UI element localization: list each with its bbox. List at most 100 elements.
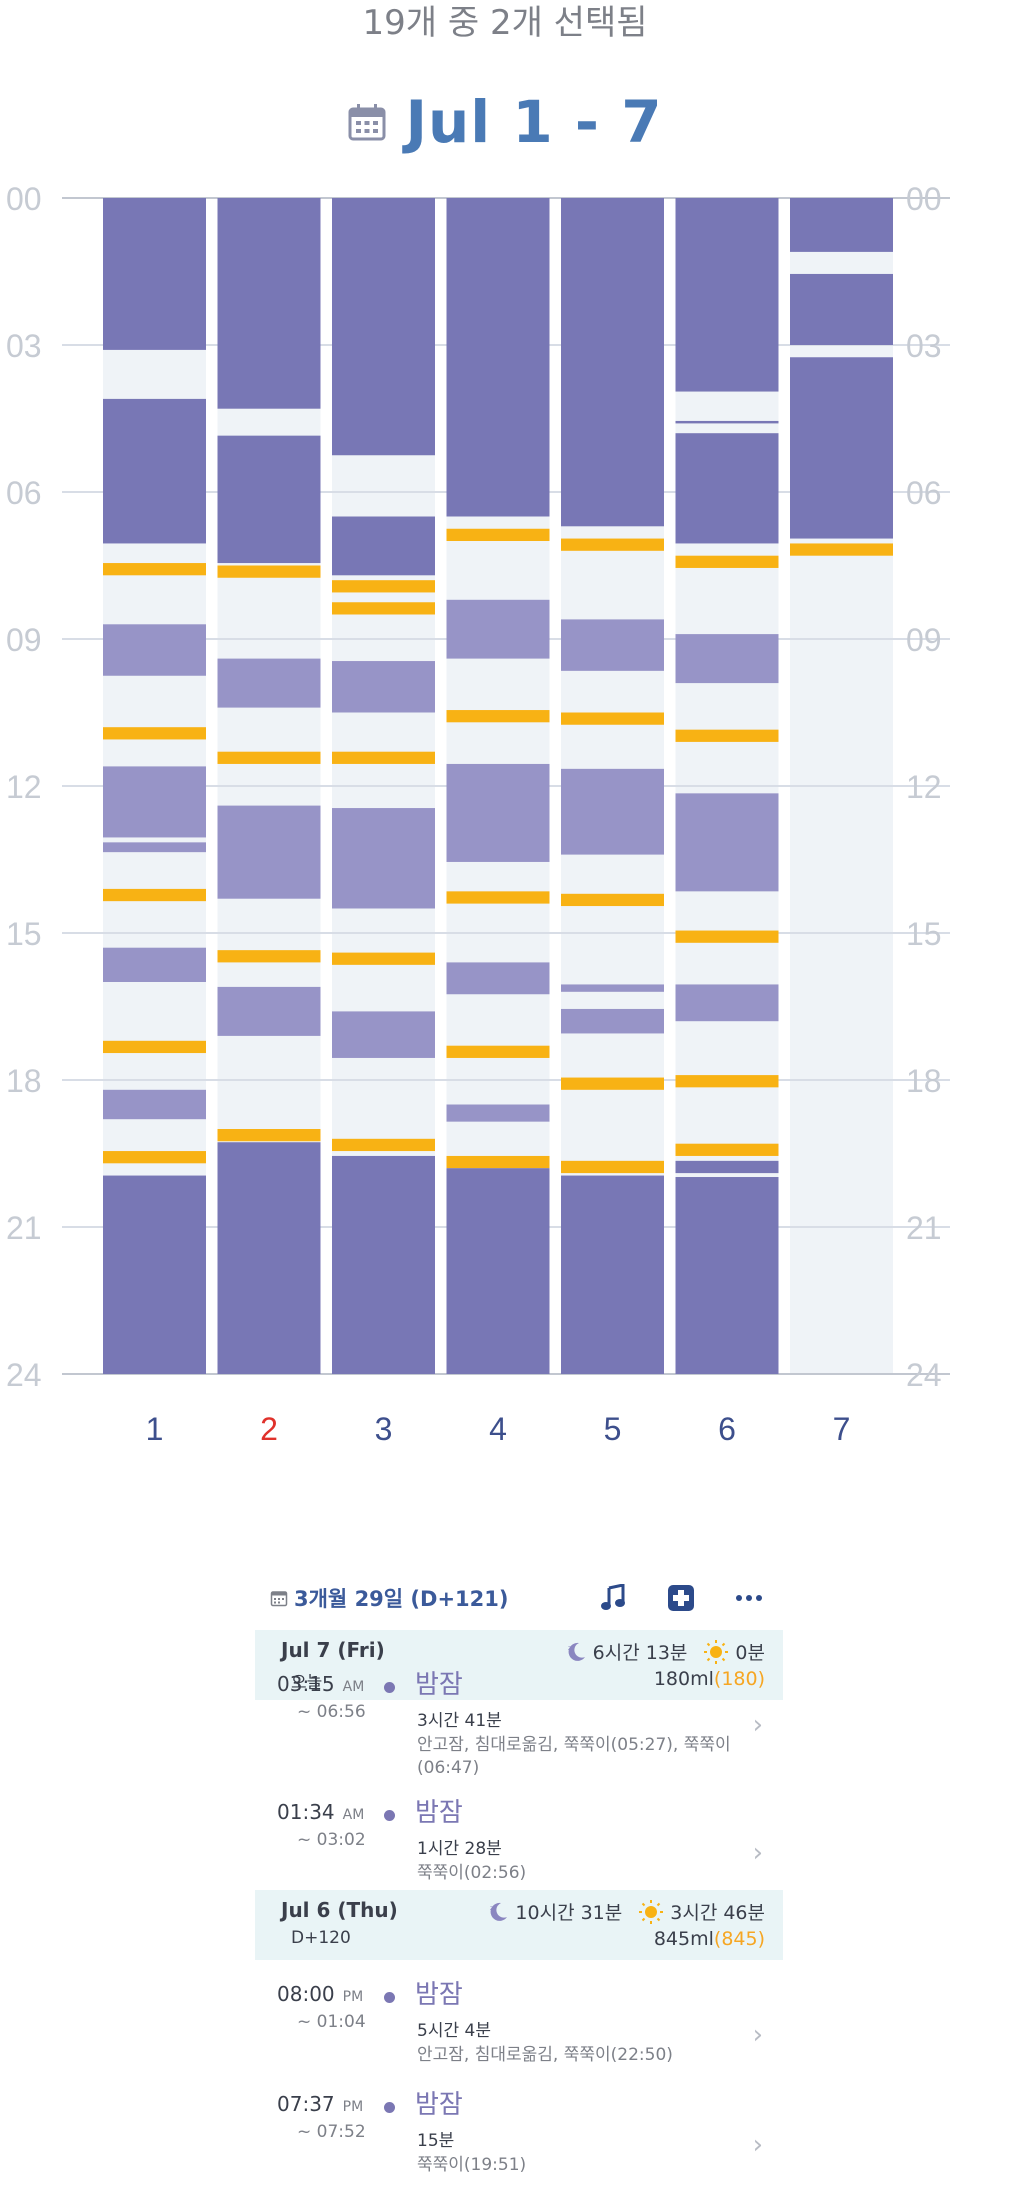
y-tick-label: 18	[6, 1063, 42, 1099]
chevron-right-icon: ›	[752, 2130, 763, 2160]
nap-segment	[446, 962, 550, 995]
sleep-segment	[332, 516, 435, 576]
feed-segment	[561, 538, 664, 551]
feed-segment	[332, 952, 435, 965]
nap-segment	[217, 658, 321, 708]
line-segment	[675, 420, 779, 424]
feed-segment	[217, 751, 321, 764]
nap-segment	[675, 634, 779, 684]
x-tick-label: 5	[604, 1411, 622, 1447]
nap-segment	[332, 808, 435, 909]
entry-dot	[384, 1992, 395, 2003]
day-stats: z 10시간 31분 3시간 46분	[487, 1898, 765, 1925]
svg-text:z: z	[490, 1905, 493, 1912]
entry-title: 밤잠	[415, 1798, 463, 1828]
y-tick-label: 06	[906, 475, 942, 511]
summary-date: 3개월 29일 (D+121)	[270, 1583, 508, 1613]
day-header[interactable]: Jul 7 (Fri) 오늘 z 6시간 13분 0분 180ml(180)	[255, 1630, 783, 1700]
entry-end-time: ~ 03:02	[297, 1830, 366, 1850]
feed-segment	[675, 1075, 779, 1088]
nap-segment	[446, 1104, 550, 1122]
chevron-right-icon: ›	[752, 1838, 763, 1868]
entry-note: 안고잠, 침대로옮김, 쭉쭉이(05:27), 쭉쭉이(06:47)	[417, 1735, 731, 1778]
moon-icon: z	[568, 1642, 585, 1661]
y-tick-label: 15	[906, 916, 942, 952]
feed-segment	[332, 602, 435, 615]
y-tick-label: 09	[906, 622, 942, 658]
feed-segment	[561, 712, 664, 725]
feed-segment	[332, 1138, 435, 1152]
feed-segment	[446, 710, 550, 723]
sleep-total: 6시간 13분	[592, 1642, 688, 1664]
entry-dot	[384, 2102, 395, 2113]
list-item[interactable]: 08:00 PM ~ 01:04 밤잠 5시간 4분 안고잠, 침대로옮김, 쭉쭉…	[255, 1980, 783, 2082]
feed-segment	[103, 888, 206, 902]
entry-end-time: ~ 01:04	[297, 2012, 366, 2032]
entry-note: 안고잠, 침대로옮김, 쭉쭉이(22:50)	[417, 2045, 673, 2065]
date-range-header[interactable]: Jul 1 - 7	[0, 82, 1010, 162]
y-tick-label: 21	[906, 1210, 942, 1246]
x-tick-label: 1	[146, 1411, 164, 1447]
sleep-segment	[103, 1175, 206, 1374]
entry-start-time: 07:37 PM	[277, 2092, 364, 2116]
nap-segment	[217, 986, 321, 1036]
entry-duration: 5시간 4분	[417, 2021, 491, 2041]
feed-segment	[103, 563, 206, 576]
sleep-segment	[217, 198, 321, 409]
feed-ml: 845ml	[653, 1928, 714, 1950]
x-tick-label: 4	[489, 1411, 507, 1447]
feed-ml: 180ml	[653, 1668, 714, 1690]
feed-segment	[675, 555, 779, 568]
moon-icon: z	[490, 1902, 508, 1921]
feed-segment	[217, 950, 321, 963]
day-header[interactable]: Jul 6 (Thu) D+120 z 10시간 31분 3시간 46분 845…	[255, 1890, 783, 1960]
nap-segment	[217, 805, 321, 899]
feed-total: 180ml(180)	[654, 1668, 765, 1690]
feed-segment	[561, 1160, 664, 1174]
summary-header: 3개월 29일 (D+121)	[270, 1575, 778, 1621]
feed-segment	[103, 1151, 206, 1164]
sleep-segment	[332, 198, 435, 456]
feed-ml-count: (845)	[713, 1928, 765, 1950]
day-title: Jul 7 (Fri)	[281, 1638, 385, 1662]
entry-start-time: 01:34 AM	[277, 1800, 365, 1824]
music-note-icon[interactable]	[598, 1583, 628, 1613]
entry-title: 밤잠	[415, 1980, 463, 2010]
day-subtitle: 오늘	[291, 1673, 323, 1693]
feed-segment	[217, 565, 321, 578]
entry-start-time: 08:00 PM	[277, 1982, 364, 2006]
feed-segment	[332, 580, 435, 593]
day-stats: z 6시간 13분 0분	[565, 1638, 765, 1665]
day-subtitle: D+120	[291, 1928, 351, 1948]
entry-dot	[384, 1682, 395, 1693]
more-options-icon[interactable]	[734, 1583, 764, 1613]
nap-segment	[561, 619, 664, 671]
y-tick-label: 24	[906, 1357, 942, 1393]
x-tick-label: 3	[375, 1411, 393, 1447]
sleep-segment	[675, 1160, 779, 1174]
sleep-segment	[446, 198, 550, 517]
day-title: Jul 6 (Thu)	[281, 1898, 398, 1922]
feed-segment	[675, 729, 779, 742]
y-tick-label: 09	[6, 622, 42, 658]
list-item[interactable]: 03:15 AM ~ 06:56 밤잠 3시간 41분 안고잠, 침대로옮김, 쭉…	[255, 1670, 783, 1782]
calendar-icon	[347, 102, 387, 142]
feed-segment	[103, 1040, 206, 1054]
entry-end-time: ~ 06:56	[297, 1702, 366, 1722]
first-aid-icon[interactable]	[666, 1583, 696, 1613]
feed-segment	[103, 727, 206, 740]
selection-status: 19개 중 2개 선택됨	[362, 3, 648, 43]
sleep-segment	[790, 357, 893, 539]
sleep-segment	[103, 398, 206, 544]
sleep-segment	[332, 1155, 435, 1374]
nap-segment	[675, 984, 779, 1022]
y-tick-label: 24	[6, 1357, 42, 1393]
list-item[interactable]: 07:37 PM ~ 07:52 밤잠 15분 쭉쭉이(19:51) ›	[255, 2090, 783, 2182]
chevron-right-icon: ›	[752, 2020, 763, 2050]
y-tick-label: 12	[906, 769, 942, 805]
list-item[interactable]: 01:34 AM ~ 03:02 밤잠 1시간 28분 쭉쭉이(02:56) ›	[255, 1798, 783, 1895]
sun-icon	[639, 1899, 664, 1924]
feed-segment	[561, 893, 664, 907]
feed-segment	[446, 891, 550, 904]
sleep-segment	[217, 1142, 321, 1374]
